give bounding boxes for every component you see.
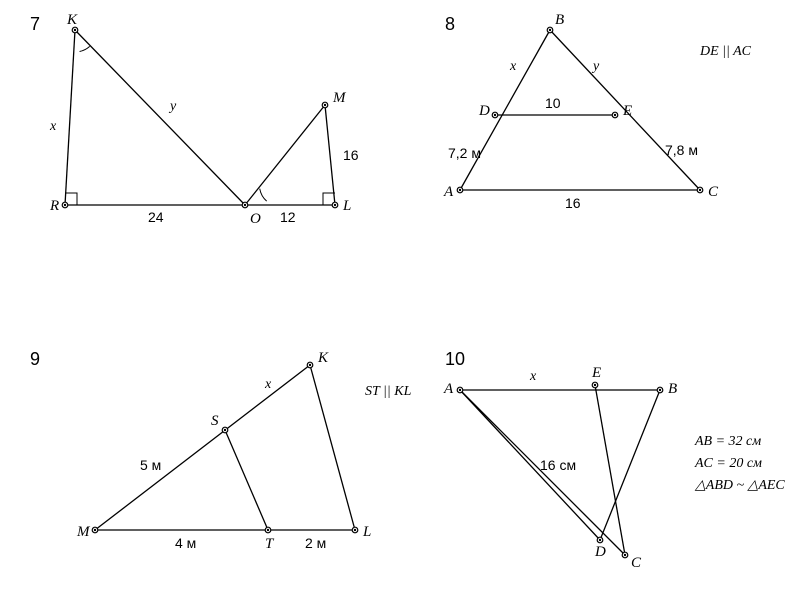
measurement-label: 7,8 м (665, 142, 698, 158)
vertex-label: K (317, 350, 329, 366)
vertex-label: K (66, 12, 78, 28)
measurement-label: 7,2 м (448, 145, 481, 161)
measurement-label: 2 м (305, 535, 326, 551)
vertex-label: L (342, 198, 351, 214)
vertex-label: E (591, 365, 601, 381)
measurement-label: y (591, 59, 600, 74)
problem-note: DE || AC (699, 44, 752, 59)
vertex-label: C (631, 555, 642, 571)
measurement-label: x (509, 59, 517, 74)
problem-note: AC = 20 см (694, 456, 762, 471)
vertex-label: C (708, 184, 719, 200)
vertex-label: E (622, 103, 632, 119)
measurement-label: x (49, 119, 57, 134)
measurement-label: 16 (565, 195, 581, 211)
problem-note: AB = 32 см (694, 434, 761, 449)
problem-number: 9 (30, 349, 40, 369)
measurement-label: 24 (148, 209, 164, 225)
vertex-label: T (265, 536, 275, 552)
vertex-label: B (668, 381, 677, 397)
vertex-label: A (443, 184, 454, 200)
measurement-label: y (168, 99, 177, 114)
vertex-label: B (555, 12, 564, 28)
vertex-label: M (332, 90, 347, 106)
measurement-label: x (529, 369, 537, 384)
problem-number: 10 (445, 349, 465, 369)
problem-number: 8 (445, 14, 455, 34)
measurement-label: 10 (545, 95, 561, 111)
measurement-label: 16 (343, 147, 359, 163)
vertex-label: M (76, 524, 91, 540)
diagram-canvas: 7 K R O L Mx y 24 12 16 8 B D E A Cx y 10 7,2 м 7,8 м 16 DE |… (0, 0, 800, 600)
measurement-label: 5 м (140, 457, 161, 473)
problem-note: ST || KL (365, 384, 412, 399)
measurement-label: 12 (280, 209, 296, 225)
measurement-label: x (264, 377, 272, 392)
measurement-label: 16 см (540, 457, 576, 473)
vertex-label: A (443, 381, 454, 397)
vertex-label: R (49, 198, 59, 214)
vertex-label: L (362, 524, 371, 540)
vertex-label: O (250, 211, 261, 227)
vertex-label: S (211, 413, 219, 429)
vertex-label: D (478, 103, 490, 119)
vertex-label: D (594, 544, 606, 560)
measurement-label: 4 м (175, 535, 196, 551)
problem-note: △ABD ~ △AEC (694, 478, 785, 493)
problem-number: 7 (30, 14, 40, 34)
worksheet: 7 K R O L Mx y 24 12 16 8 B D E A Cx y 10 7,2 м 7,8 м 16 DE |… (0, 0, 800, 600)
